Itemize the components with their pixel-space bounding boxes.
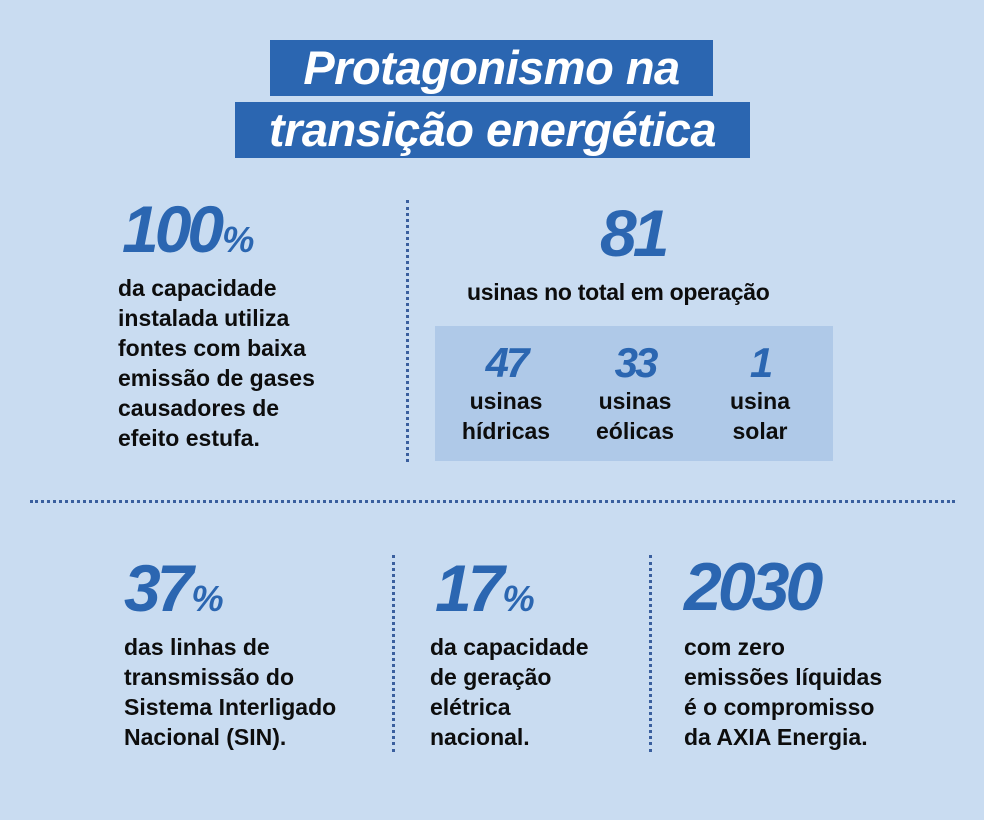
stat-17-percent-description: da capacidade de geração elétrica nacion…: [430, 632, 589, 752]
stat-37-percent-number: 37%: [124, 555, 224, 621]
stat-2030-number: 2030: [684, 553, 823, 621]
desc-line: Sistema Interligado: [124, 694, 337, 720]
desc-line: é o compromisso: [684, 694, 875, 720]
title-line-1: Protagonismo na: [270, 40, 713, 96]
breakdown-number: 33: [614, 339, 659, 386]
stat-number: 17: [435, 551, 504, 625]
desc-line: de geração: [430, 664, 552, 690]
desc-line: das linhas de: [124, 634, 270, 660]
stat-number: 37: [124, 551, 193, 625]
desc-line: instalada utiliza: [118, 305, 290, 331]
stat-number: 100: [122, 192, 224, 266]
stat-100-percent-description: da capacidade instalada utiliza fontes c…: [118, 273, 315, 453]
percent-sign: %: [502, 578, 535, 619]
title-line-2: transição energética: [235, 102, 750, 158]
desc-line: fontes com baixa: [118, 335, 306, 361]
label-line: usinas: [598, 388, 672, 414]
desc-line: nacional.: [430, 724, 530, 750]
stat-2030-description: com zero emissões líquidas é o compromis…: [684, 632, 882, 752]
plants-breakdown-box: 47 usinas hídricas 33 usinas eólicas 1 u…: [435, 326, 833, 461]
breakdown-wind: 33 usinas eólicas: [580, 326, 690, 446]
percent-sign: %: [222, 219, 255, 260]
label-line: hídricas: [461, 418, 551, 444]
stat-number: 2030: [684, 549, 823, 625]
desc-line: efeito estufa.: [118, 425, 260, 451]
desc-line: Nacional (SIN).: [124, 724, 287, 750]
desc-line: da AXIA Energia.: [684, 724, 868, 750]
stat-number: 81: [600, 196, 669, 270]
desc-line: transmissão do: [124, 664, 294, 690]
label-line: usina: [729, 388, 791, 414]
breakdown-solar: 1 usina solar: [715, 326, 805, 446]
breakdown-hydro: 47 usinas hídricas: [453, 326, 559, 446]
desc-line: da capacidade: [430, 634, 589, 660]
vertical-divider-top: [406, 200, 409, 462]
desc-line: com zero: [684, 634, 785, 660]
label-line: usinas: [469, 388, 543, 414]
breakdown-label: usinas hídricas: [453, 386, 559, 446]
stat-17-percent-number: 17%: [435, 555, 535, 621]
breakdown-label: usinas eólicas: [580, 386, 690, 446]
desc-line: da capacidade: [118, 275, 277, 301]
stat-100-percent-number: 100%: [122, 196, 254, 262]
desc-line: elétrica: [430, 694, 511, 720]
desc-line: causadores de: [118, 395, 280, 421]
stat-81-number: 81: [600, 200, 669, 266]
breakdown-label: usina solar: [715, 386, 805, 446]
stat-37-percent-description: das linhas de transmissão do Sistema Int…: [124, 632, 336, 752]
desc-line: emissão de gases: [118, 365, 315, 391]
breakdown-number: 1: [749, 339, 773, 386]
label-line: eólicas: [596, 418, 674, 444]
label-line: solar: [732, 418, 788, 444]
stat-81-label: usinas no total em operação: [467, 279, 770, 305]
desc-line: emissões líquidas: [684, 664, 883, 690]
vertical-divider-bottom-right: [649, 555, 652, 752]
percent-sign: %: [191, 578, 224, 619]
horizontal-divider: [30, 500, 955, 503]
vertical-divider-bottom-left: [392, 555, 395, 752]
breakdown-number: 47: [485, 339, 530, 386]
